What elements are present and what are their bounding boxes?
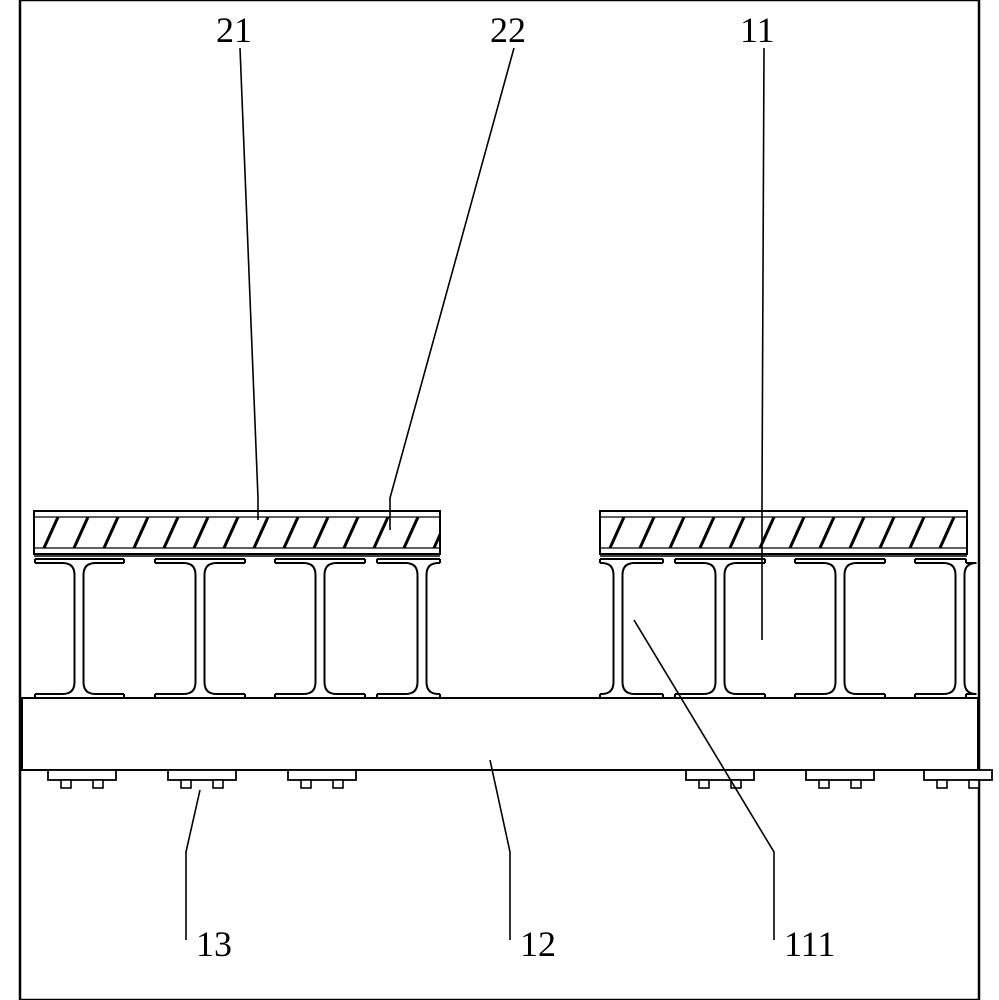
callout-label-13: 13 xyxy=(196,924,232,964)
callout-label-22: 22 xyxy=(490,10,526,50)
callout-label-111: 111 xyxy=(784,924,835,964)
callout-label-11: 11 xyxy=(740,10,775,50)
callout-label-12: 12 xyxy=(520,924,556,964)
callout-label-21: 21 xyxy=(216,10,252,50)
